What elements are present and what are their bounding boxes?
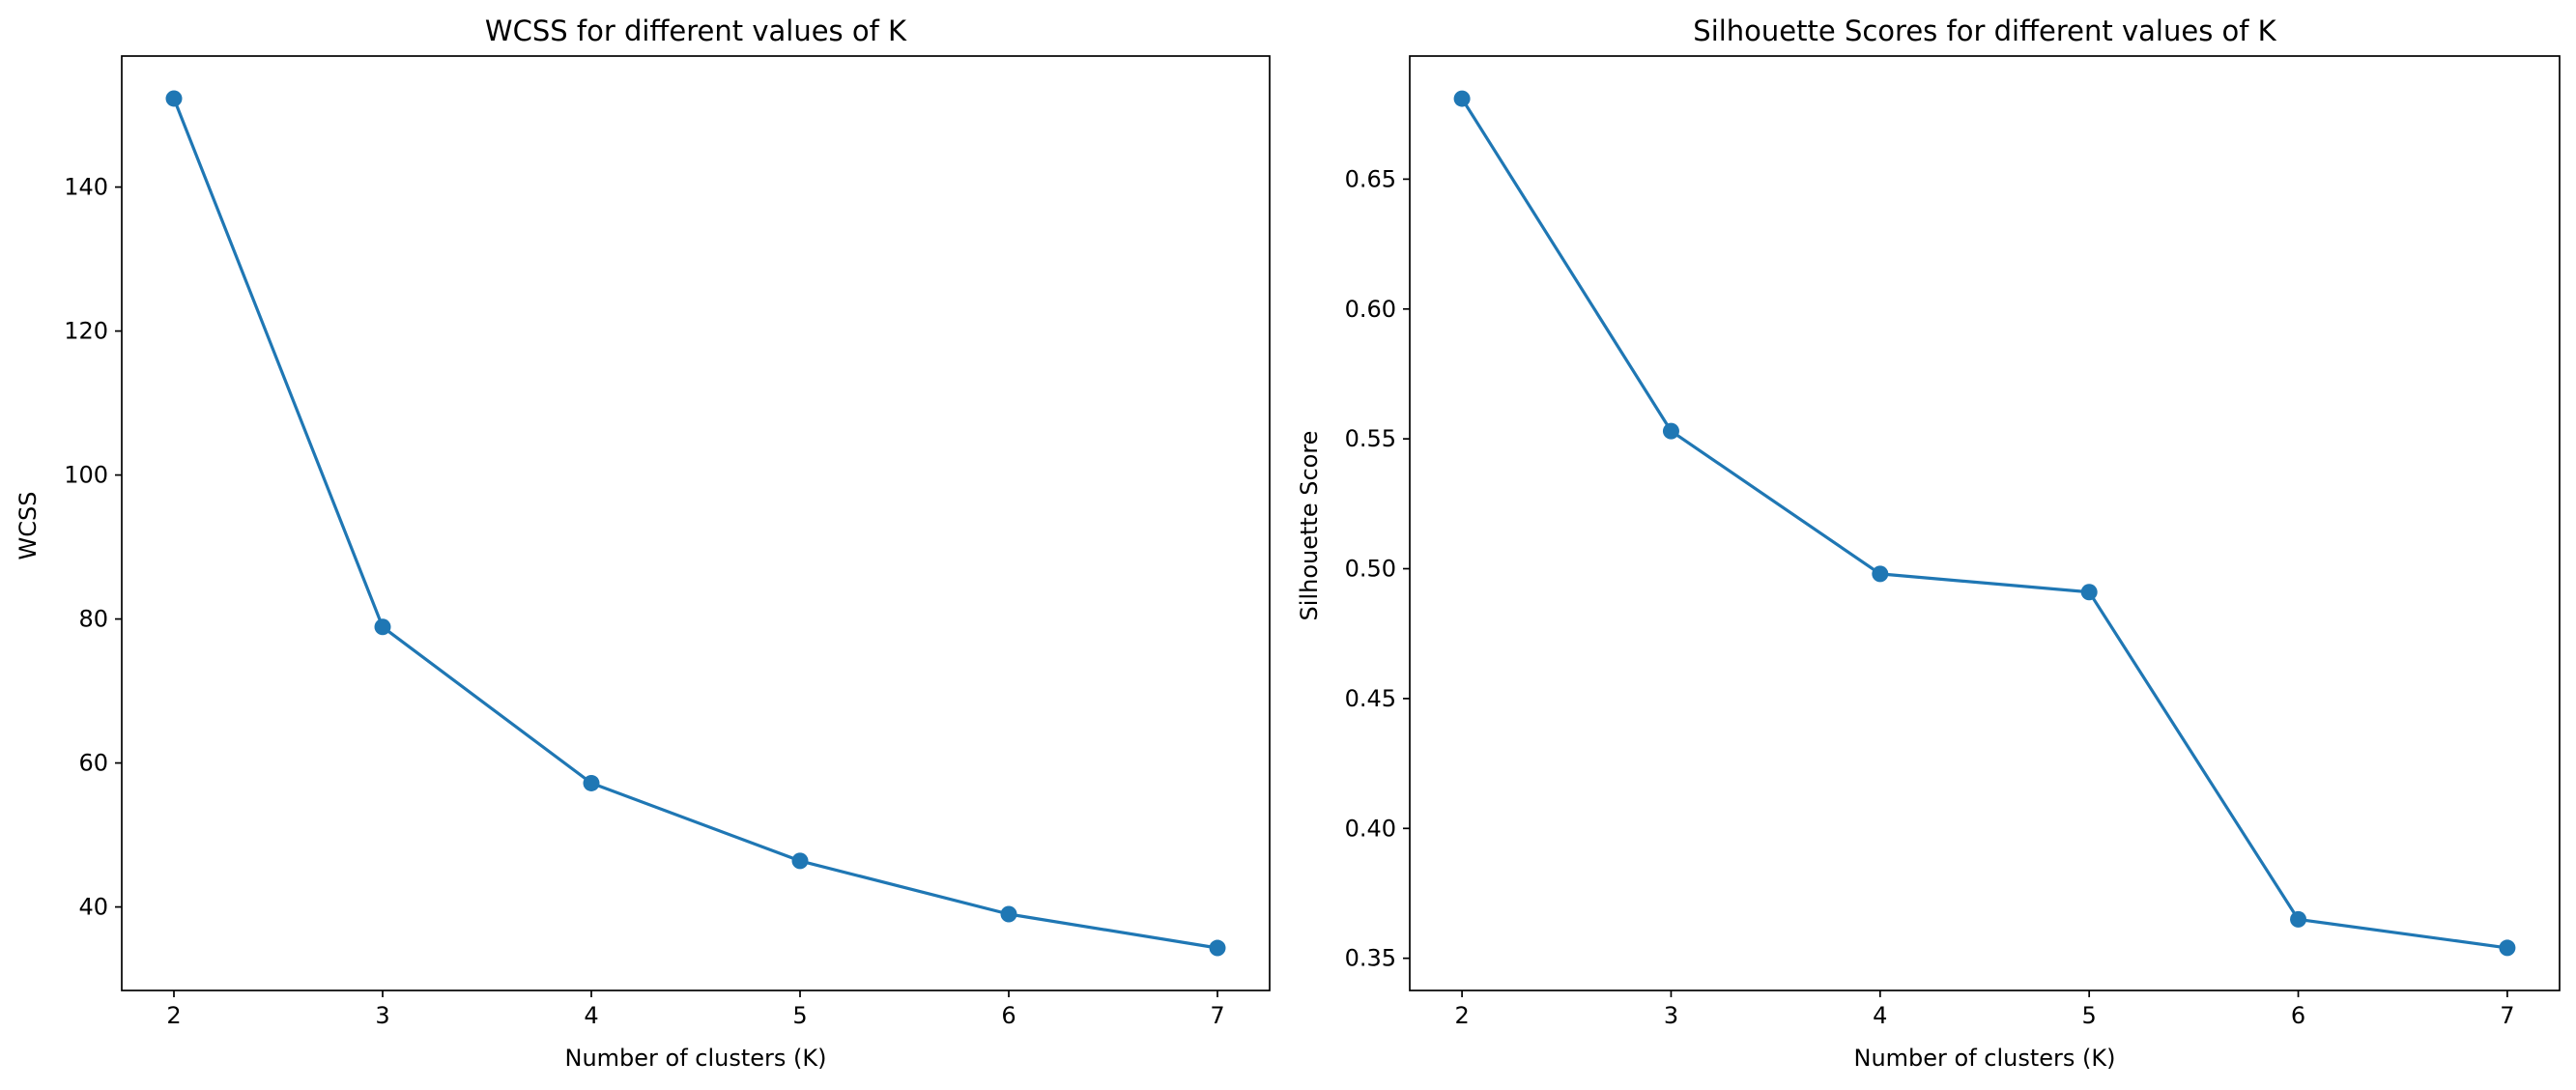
y-axis-label: Silhouette Score [1296, 431, 1323, 621]
data-point [2080, 584, 2098, 601]
y-tick-label: 0.65 [1345, 165, 1396, 192]
y-tick-label: 80 [78, 606, 108, 633]
y-tick-label: 60 [78, 750, 108, 777]
data-point [1000, 905, 1017, 923]
chart-title: WCSS for different values of K [485, 14, 907, 47]
y-tick-label: 120 [64, 318, 108, 345]
x-tick-label: 4 [1873, 1002, 1887, 1029]
x-axis-label: Number of clusters (K) [564, 1045, 826, 1072]
x-tick-label: 6 [1001, 1002, 1016, 1029]
y-tick-label: 0.45 [1345, 685, 1396, 712]
y-tick-label: 0.50 [1345, 556, 1396, 583]
data-point [2290, 910, 2307, 928]
x-tick-label: 7 [1210, 1002, 1224, 1029]
x-tick-label: 4 [584, 1002, 598, 1029]
chart-title: Silhouette Scores for different values o… [1693, 14, 2276, 47]
silhouette-chart: Silhouette Scores for different values o… [1296, 14, 2561, 1072]
axes-frame [121, 55, 1271, 991]
y-tick-label: 0.40 [1345, 815, 1396, 842]
x-tick-label: 2 [1454, 1002, 1469, 1029]
series-line [172, 97, 1219, 950]
plot-area: 2 3 4 5 6 7 40 60 80 100 120 140 [64, 90, 1226, 1029]
series-line [1460, 97, 2509, 950]
x-tick-label: 2 [166, 1002, 181, 1029]
data-point [791, 852, 809, 870]
data-point [583, 774, 600, 791]
wcss-chart: WCSS for different values of K Number of… [14, 14, 1271, 1072]
x-tick-label: 5 [792, 1002, 807, 1029]
data-point [2499, 939, 2516, 957]
x-tick-label: 3 [375, 1002, 389, 1029]
data-point [1209, 939, 1226, 957]
y-axis-label: WCSS [14, 492, 42, 560]
y-tick-label: 40 [78, 894, 108, 921]
data-point [165, 90, 183, 107]
plot-area: 2 3 4 5 6 7 0.35 0.40 0.45 0.50 0.55 0.60 0.65 [1345, 90, 2516, 1029]
data-point [374, 618, 391, 636]
data-point [1872, 565, 1889, 583]
y-tick-label: 0.60 [1345, 296, 1396, 323]
y-tick-label: 0.35 [1345, 945, 1396, 972]
x-tick-label: 5 [2082, 1002, 2097, 1029]
x-tick-label: 7 [2500, 1002, 2514, 1029]
axes-frame [1409, 55, 2561, 991]
data-point [1453, 90, 1471, 107]
y-tick-label: 0.55 [1345, 425, 1396, 452]
x-axis-label: Number of clusters (K) [1853, 1045, 2115, 1072]
x-tick-label: 6 [2291, 1002, 2305, 1029]
data-point [1662, 422, 1679, 440]
x-tick-label: 3 [1664, 1002, 1678, 1029]
y-tick-label: 100 [64, 462, 108, 489]
y-tick-label: 140 [64, 174, 108, 201]
